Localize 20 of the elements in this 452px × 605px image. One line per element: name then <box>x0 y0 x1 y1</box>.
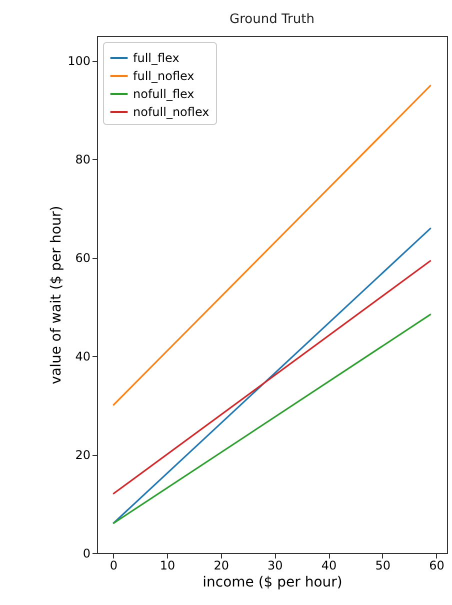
x-tick-label: 10 <box>160 558 176 572</box>
legend-label: full_noflex <box>133 69 194 83</box>
y-tick-label: 60 <box>75 251 90 266</box>
x-tick-label: 60 <box>429 558 444 572</box>
y-tick-label: 80 <box>75 152 90 167</box>
legend-label: nofull_noflex <box>133 105 210 119</box>
y-tick-label: 20 <box>75 448 90 462</box>
y-tick-label: 40 <box>75 350 90 364</box>
legend-label: nofull_flex <box>133 87 194 101</box>
x-tick-label: 30 <box>268 558 283 572</box>
x-tick-label: 50 <box>375 558 391 572</box>
y-tick-label: 0 <box>82 546 90 560</box>
x-tick-label: 40 <box>321 558 337 572</box>
x-tick-label: 0 <box>110 558 118 572</box>
y-axis-title: value of wait ($ per hour) <box>48 206 65 384</box>
chart-title: Ground Truth <box>230 12 314 27</box>
x-tick-label: 20 <box>214 558 229 572</box>
legend-label: full_flex <box>133 51 180 65</box>
x-axis-title: income ($ per hour) <box>202 574 342 590</box>
y-tick-label: 100 <box>68 54 90 68</box>
